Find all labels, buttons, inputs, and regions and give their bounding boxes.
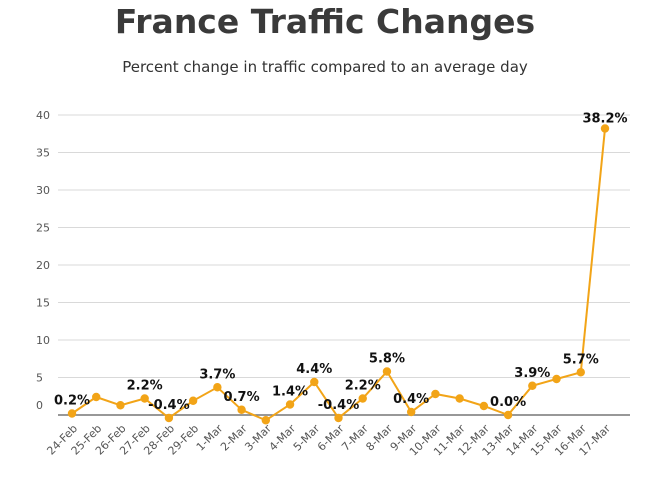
data-point xyxy=(479,401,489,411)
x-tick-label: 3-Mar xyxy=(242,422,274,454)
data-point xyxy=(576,368,585,377)
y-axis-ticks: 0 5 10 15 20 25 30 35 40 xyxy=(36,109,50,412)
data-point xyxy=(528,381,537,390)
data-point xyxy=(285,400,295,409)
data-point xyxy=(334,413,343,423)
data-point xyxy=(67,409,77,418)
data-label: 38.2% xyxy=(582,112,627,127)
data-label: 4.4% xyxy=(296,362,332,377)
x-axis-ticks: 24-Feb25-Feb26-Feb27-Feb28-Feb29-Feb1-Ma… xyxy=(44,422,613,459)
y-tick-label: 5 xyxy=(36,372,43,385)
data-point xyxy=(116,401,125,410)
data-labels: 0.2% 2.2% -0.4% 3.7% 0.7% 1.4% 4.4% -0.4% 2.2% 5.… xyxy=(54,112,628,414)
data-point xyxy=(261,416,271,425)
chart-title: France Traffic Changes xyxy=(114,2,536,41)
data-label: 0.7% xyxy=(224,390,260,405)
y-tick-label: 15 xyxy=(36,297,50,310)
data-label: 2.2% xyxy=(127,379,163,394)
y-tick-label: 35 xyxy=(36,147,50,160)
data-point xyxy=(431,389,440,399)
data-point xyxy=(455,394,464,403)
x-tick-label: 6-Mar xyxy=(315,422,347,454)
x-tick-label: 1-Mar xyxy=(194,422,226,454)
data-point xyxy=(140,394,149,403)
data-label: 0.4% xyxy=(393,392,429,407)
data-point xyxy=(310,377,319,387)
data-label: 5.8% xyxy=(369,352,405,367)
data-point xyxy=(164,413,174,423)
y-tick-label: 20 xyxy=(36,259,50,272)
x-tick-label: 2-Mar xyxy=(218,422,250,454)
chart-subtitle: Percent change in traffic compared to an… xyxy=(122,58,528,76)
x-tick-label: 8-Mar xyxy=(363,422,395,454)
data-label: 3.9% xyxy=(514,366,550,381)
x-tick-label: 4-Mar xyxy=(267,422,299,454)
data-point xyxy=(600,124,610,133)
data-point xyxy=(92,392,101,402)
data-point xyxy=(503,410,513,420)
x-tick-label: 5-Mar xyxy=(291,422,323,454)
data-label: 2.2% xyxy=(345,379,381,394)
x-tick-label: 7-Mar xyxy=(339,422,371,454)
data-point xyxy=(237,405,246,414)
data-label: 0.2% xyxy=(54,394,90,409)
y-tick-label: 25 xyxy=(36,222,50,235)
series-points xyxy=(67,124,610,425)
data-label: -0.4% xyxy=(148,398,189,413)
data-label: 3.7% xyxy=(199,367,235,382)
data-point xyxy=(552,374,561,384)
data-label: -0.4% xyxy=(318,398,359,413)
data-point xyxy=(213,383,222,392)
data-label: 0.0% xyxy=(490,395,526,410)
data-point xyxy=(382,367,392,376)
gridlines xyxy=(58,114,630,416)
y-tick-label: 30 xyxy=(36,184,50,197)
y-tick-label: 0 xyxy=(36,399,43,412)
data-label: 5.7% xyxy=(563,352,599,367)
data-label: 1.4% xyxy=(272,385,308,400)
data-point xyxy=(358,394,367,403)
y-tick-label: 40 xyxy=(36,109,50,122)
data-point xyxy=(406,407,416,417)
y-tick-label: 10 xyxy=(36,334,50,347)
data-point xyxy=(188,396,198,405)
